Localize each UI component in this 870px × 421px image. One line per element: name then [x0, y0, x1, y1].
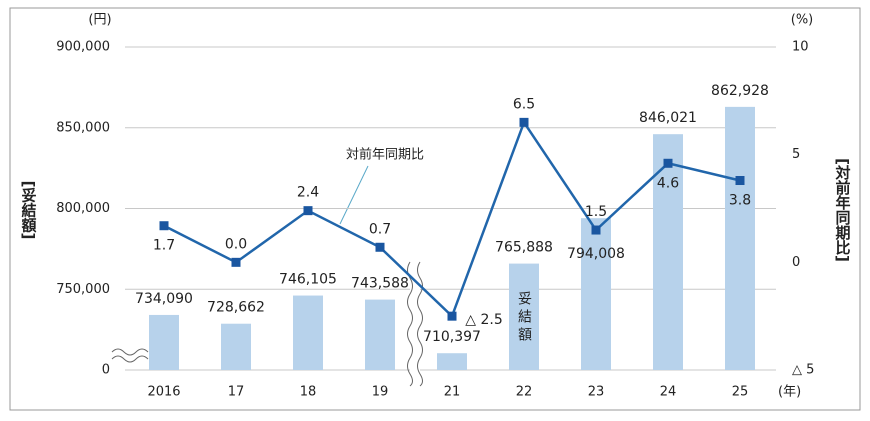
line-marker [591, 225, 601, 235]
x-tick-label: 25 [732, 385, 749, 400]
line-label: 0.7 [369, 221, 391, 237]
line-marker [735, 176, 745, 186]
line-label: 2.4 [297, 185, 319, 201]
bar [293, 295, 323, 370]
bar [509, 263, 539, 370]
y2-tick-label: 5 [792, 147, 800, 162]
line-marker [231, 257, 241, 267]
bar [365, 299, 395, 370]
line-marker [159, 221, 169, 231]
bar [581, 218, 611, 370]
x-tick-label: 24 [660, 385, 677, 400]
y-axis-title: [妥結額] [20, 181, 38, 240]
bar-label: 862,928 [711, 83, 769, 99]
line-label: 1.7 [153, 238, 175, 254]
bar-series-name: 妥結額 [516, 291, 532, 345]
bar-label: 728,662 [207, 300, 265, 316]
frame [9, 7, 861, 411]
y-tick-label: 850,000 [56, 120, 110, 135]
bar [653, 134, 683, 370]
x-tick-label: 21 [444, 385, 461, 400]
line-marker [663, 158, 673, 168]
x-break-gap [410, 262, 420, 386]
line-marker [519, 117, 529, 127]
x-axis-break [407, 261, 423, 387]
bar-label: 710,397 [423, 329, 481, 345]
line-annotation: 対前年同期比 [346, 147, 424, 163]
y-unit: (円) [88, 13, 111, 28]
bar-label: 846,021 [639, 110, 697, 126]
line-label: 4.6 [657, 175, 679, 191]
x-tick-label: 23 [588, 385, 605, 400]
line-label: 3.8 [729, 193, 751, 209]
y2-tick-label: 10 [792, 40, 809, 55]
line-label: 6.5 [513, 96, 535, 112]
y-axis-break [111, 348, 149, 363]
x-tick-label: 17 [228, 385, 245, 400]
x-unit: (年) [778, 385, 801, 400]
bar [149, 314, 179, 370]
y-tick-label: 750,000 [56, 282, 110, 297]
y2-tick-label: △ 5 [792, 363, 814, 378]
y-tick-label: 0 [102, 363, 110, 378]
line-marker [447, 311, 457, 321]
bar [437, 353, 467, 370]
bar-label: 765,888 [495, 240, 553, 256]
bar-label: 794,008 [567, 246, 625, 262]
line-label: 1.5 [585, 204, 607, 220]
bar [221, 323, 251, 370]
line-label: △ 2.5 [465, 312, 502, 328]
x-tick-label: 19 [372, 385, 389, 400]
line-marker [375, 242, 385, 252]
y-tick-label: 800,000 [56, 201, 110, 216]
line-label: 0.0 [225, 236, 247, 252]
bar-label: 734,090 [135, 291, 193, 307]
y-tick-label: 900,000 [56, 40, 110, 55]
bar-label: 743,588 [351, 276, 409, 292]
x-tick-label: 18 [300, 385, 317, 400]
x-tick-label: 2016 [147, 385, 180, 400]
bar-label: 746,105 [279, 272, 337, 288]
y2-tick-label: 0 [792, 255, 800, 270]
bar [725, 106, 755, 370]
y2-axis-title: [対前年同期比] [834, 158, 852, 262]
x-tick-label: 22 [516, 385, 533, 400]
leader-line [339, 165, 369, 225]
line-marker [303, 206, 313, 216]
y2-unit: (%) [791, 13, 814, 28]
